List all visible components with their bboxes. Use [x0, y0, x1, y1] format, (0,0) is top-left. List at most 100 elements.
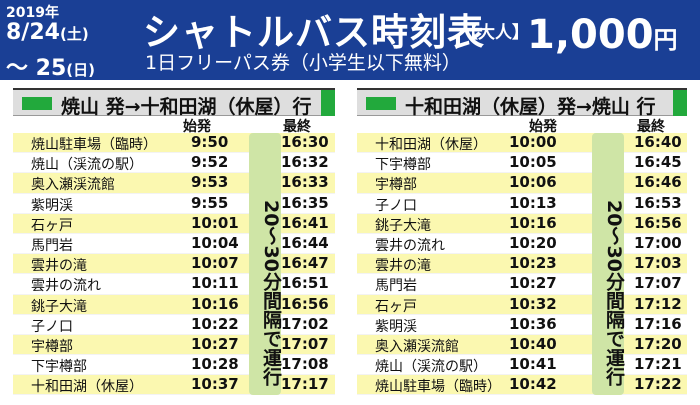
first-departure: 10:01: [191, 213, 239, 232]
table-row: 馬門岩 10:27 17:07: [357, 274, 687, 295]
end-date: ～ 25(日): [6, 50, 95, 82]
last-departure: 17:16: [634, 314, 682, 333]
table-row: 子ノ口 10:22 17:02: [13, 314, 335, 335]
last-departure: 16:53: [634, 193, 682, 212]
table-row: 宇樽部 10:27 17:07: [13, 334, 335, 356]
stop-name: 紫明渓: [31, 197, 73, 214]
stop-name: 焼山駐車場（臨時）: [31, 137, 157, 153]
price: 1,000円: [527, 12, 678, 58]
table-row: 雲井の滝 10:07 16:47: [13, 254, 335, 275]
first-departure: 10:27: [509, 274, 557, 293]
route-marker: [366, 97, 396, 110]
first-departure: 10:00: [509, 133, 557, 151]
route-title-left: 焼山 発→十和田湖（休屋）行: [61, 96, 312, 118]
col-last-left: 最終: [283, 119, 311, 135]
table-row: 焼山駐車場（臨時） 10:42 17:22: [357, 375, 687, 396]
first-departure: 10:11: [191, 274, 239, 293]
frequency-text-left: 20～30分間隔で運行: [260, 200, 282, 386]
stop-name: 下宇樽部: [31, 359, 87, 376]
stop-name: 焼山駐車場（臨時）: [375, 379, 501, 396]
stop-name: 銚子大滝: [31, 298, 87, 315]
stop-name: 石ヶ戸: [375, 298, 417, 315]
table-row: 十和田湖（休屋） 10:00 16:40: [357, 133, 687, 154]
stop-name: 子ノ口: [375, 197, 417, 214]
stop-name: 十和田湖（休屋）: [31, 379, 143, 396]
first-departure: 10:36: [509, 314, 557, 333]
last-departure: 16:41: [281, 213, 329, 232]
table-row: 紫明渓 10:36 17:16: [357, 314, 687, 335]
stop-name: 馬門岩: [375, 278, 417, 295]
last-departure: 16:45: [634, 153, 682, 172]
table-row: 子ノ口 10:13 16:53: [357, 193, 687, 214]
stop-name: 馬門岩: [31, 237, 73, 254]
header-banner: 2019年 8/24(土) ～ 25(日) シャトルバス時刻表 【大人】 1,0…: [0, 0, 700, 82]
first-departure: 10:05: [509, 153, 557, 172]
last-departure: 17:17: [281, 375, 329, 394]
first-departure: 10:04: [191, 233, 239, 252]
first-departure: 10:20: [509, 233, 557, 252]
first-departure: 10:16: [191, 294, 239, 313]
table-row: 紫明渓 9:55 16:35: [13, 193, 335, 214]
first-departure: 10:22: [191, 314, 239, 333]
rows-left: 焼山駐車場（臨時） 9:50 16:30 焼山（渓流の駅） 9:52 16:32 奥入瀬渓流…: [13, 133, 335, 396]
table-row: 焼山駐車場（臨時） 9:50 16:30: [13, 133, 335, 154]
first-departure: 10:32: [509, 294, 557, 313]
end-date-value: ～ 25: [6, 56, 67, 81]
table-row: 雲井の滝 10:23 17:03: [357, 254, 687, 275]
stop-name: 石ヶ戸: [31, 217, 73, 234]
stop-name: 子ノ口: [31, 318, 73, 335]
first-departure: 10:42: [509, 375, 557, 394]
price-value: 1,000: [527, 12, 654, 58]
first-departure: 9:50: [191, 133, 229, 151]
last-departure: 17:07: [634, 274, 682, 293]
last-departure: 17:21: [634, 355, 682, 374]
first-departure: 10:23: [509, 254, 557, 273]
first-departure: 9:55: [191, 193, 229, 212]
table-row: 焼山（渓流の駅） 9:52 16:32: [13, 153, 335, 174]
stop-name: 奥入瀬渓流館: [375, 338, 459, 355]
table-row: 下宇樽部 10:05 16:45: [357, 153, 687, 174]
timetable-right: 十和田湖（休屋）発→焼山 行 始発 最終 十和田湖（休屋） 10:00 16:40 下…: [357, 88, 687, 400]
col-first-right: 始発: [529, 119, 557, 135]
first-departure: 10:37: [191, 375, 239, 394]
subtitle: 1日フリーパス券（小学生以下無料）: [145, 52, 461, 74]
end-weekday: (日): [66, 61, 95, 79]
stop-name: 焼山（渓流の駅）: [31, 157, 143, 174]
stop-name: 雲井の滝: [375, 258, 431, 275]
first-departure: 10:07: [191, 254, 239, 273]
page-title: シャトルバス時刻表: [143, 11, 485, 54]
col-first-left: 始発: [183, 119, 211, 135]
stop-name: 十和田湖（休屋）: [375, 137, 487, 153]
start-weekday: (土): [59, 25, 89, 43]
col-last-right: 最終: [637, 119, 665, 135]
route-bar-end: [673, 90, 687, 116]
route-bar-end: [321, 90, 335, 116]
table-row: 奥入瀬渓流館 10:40 17:20: [357, 334, 687, 356]
table-row: 石ヶ戸 10:01 16:41: [13, 213, 335, 234]
price-unit: 円: [653, 26, 678, 54]
table-row: 馬門岩 10:04 16:44: [13, 233, 335, 255]
first-departure: 10:28: [191, 355, 239, 374]
last-departure: 16:40: [634, 133, 682, 151]
table-row: 下宇樽部 10:28 17:08: [13, 355, 335, 376]
first-departure: 10:16: [509, 213, 557, 232]
last-departure: 16:56: [634, 213, 682, 232]
stop-name: 宇樽部: [375, 177, 417, 194]
frequency-box-right: 20～30分間隔で運行: [592, 133, 625, 395]
first-departure: 10:27: [191, 334, 239, 353]
last-departure: 16:44: [281, 233, 329, 252]
year-label: 2019年: [6, 5, 59, 21]
last-departure: 17:00: [634, 233, 682, 252]
last-departure: 17:08: [281, 355, 329, 374]
first-departure: 10:06: [509, 173, 557, 192]
timetable-left: 焼山 発→十和田湖（休屋）行 始発 最終 焼山駐車場（臨時） 9:50 16:30 焼…: [13, 88, 335, 400]
stop-name: 宇樽部: [31, 338, 73, 355]
last-departure: 17:12: [634, 294, 682, 313]
rows-right: 十和田湖（休屋） 10:00 16:40 下宇樽部 10:05 16:45 宇樽部 10:06…: [357, 133, 687, 396]
last-departure: 16:30: [281, 133, 329, 151]
table-row: 銚子大滝 10:16 16:56: [13, 294, 335, 315]
route-marker: [22, 97, 52, 110]
start-date-value: 8/24: [6, 20, 60, 45]
first-departure: 10:13: [509, 193, 557, 212]
stop-name: 下宇樽部: [375, 157, 431, 174]
